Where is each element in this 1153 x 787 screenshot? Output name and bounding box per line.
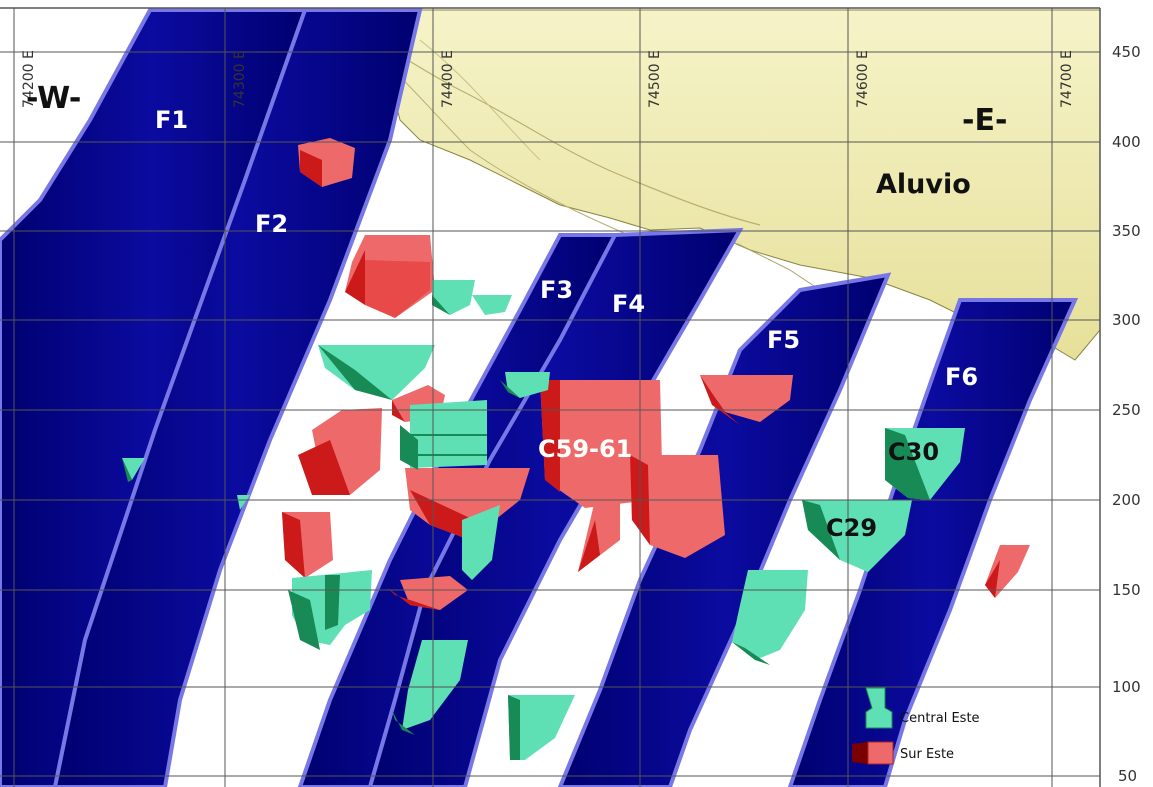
fault-f2-plane — [52, 8, 423, 787]
y-tick-label: 50 — [1118, 767, 1137, 785]
central-este-body — [432, 280, 475, 315]
y-tick-label: 350 — [1112, 222, 1141, 240]
fault-label-f5: F5 — [767, 326, 800, 354]
central-este-body — [885, 428, 965, 500]
central-este-body — [732, 570, 808, 665]
fault-label-f6: F6 — [945, 363, 978, 391]
x-axis-labels: 74200 E 74300 E 74400 E 74500 E 74600 E … — [21, 50, 1075, 108]
central-este-body — [122, 458, 145, 482]
central-este-body — [472, 295, 512, 315]
sur-este-body — [282, 512, 333, 578]
sur-este-body — [405, 468, 530, 540]
sur-este-bodies — [282, 138, 1030, 610]
central-este-body — [802, 500, 912, 572]
y-tick-label: 450 — [1112, 43, 1141, 61]
body-label-c30: C30 — [888, 438, 939, 466]
sur-este-body — [578, 480, 620, 572]
central-este-body — [318, 345, 435, 400]
y-tick-label: 400 — [1112, 133, 1141, 151]
west-label: -W- — [26, 81, 81, 116]
x-tick-label: 74400 E — [440, 50, 456, 108]
central-este-body — [462, 505, 500, 580]
sur-este-body — [298, 408, 382, 495]
sur-este-body — [985, 545, 1030, 598]
fault-label-f3: F3 — [540, 276, 573, 304]
x-tick-label: 74300 E — [232, 50, 248, 108]
fault-label-f4: F4 — [612, 290, 645, 318]
body-label-c59-61: C59-61 — [538, 435, 632, 463]
central-este-body — [508, 695, 575, 760]
legend-sur-este-swatch — [852, 741, 894, 765]
sur-este-body — [298, 138, 355, 187]
legend: Central Este Sur Este — [852, 687, 980, 765]
fault-label-f2: F2 — [255, 210, 288, 238]
y-tick-label: 250 — [1112, 401, 1141, 419]
x-tick-label: 74600 E — [855, 50, 871, 108]
fault-labels: F1 F2 F3 F4 F5 F6 — [155, 106, 978, 391]
legend-central-este-label: Central Este — [900, 711, 980, 726]
y-tick-label: 150 — [1112, 581, 1141, 599]
central-este-body — [400, 400, 487, 470]
legend-central-este-swatch — [865, 687, 893, 729]
x-tick-label: 74700 E — [1059, 50, 1075, 108]
x-tick-label: 74200 E — [21, 50, 37, 108]
body-label-c29: C29 — [826, 514, 877, 542]
x-tick-label: 74500 E — [647, 50, 663, 108]
legend-sur-este-label: Sur Este — [900, 747, 954, 762]
y-tick-label: 300 — [1112, 311, 1141, 329]
central-este-body — [392, 640, 468, 735]
alluvium-label: Aluvio — [876, 169, 971, 200]
y-tick-label: 100 — [1112, 678, 1141, 696]
east-label: -E- — [962, 103, 1007, 138]
central-este-bodies — [122, 280, 965, 760]
fault-label-f1: F1 — [155, 106, 188, 134]
central-este-body — [500, 372, 550, 398]
grid — [0, 0, 1100, 787]
central-este-body — [288, 570, 372, 650]
y-tick-label: 200 — [1112, 491, 1141, 509]
central-este-body — [237, 495, 250, 510]
y-axis-labels: 450 400 350 300 250 200 150 100 50 — [1112, 43, 1141, 785]
sur-este-body — [345, 235, 435, 318]
sur-este-body — [388, 576, 468, 610]
